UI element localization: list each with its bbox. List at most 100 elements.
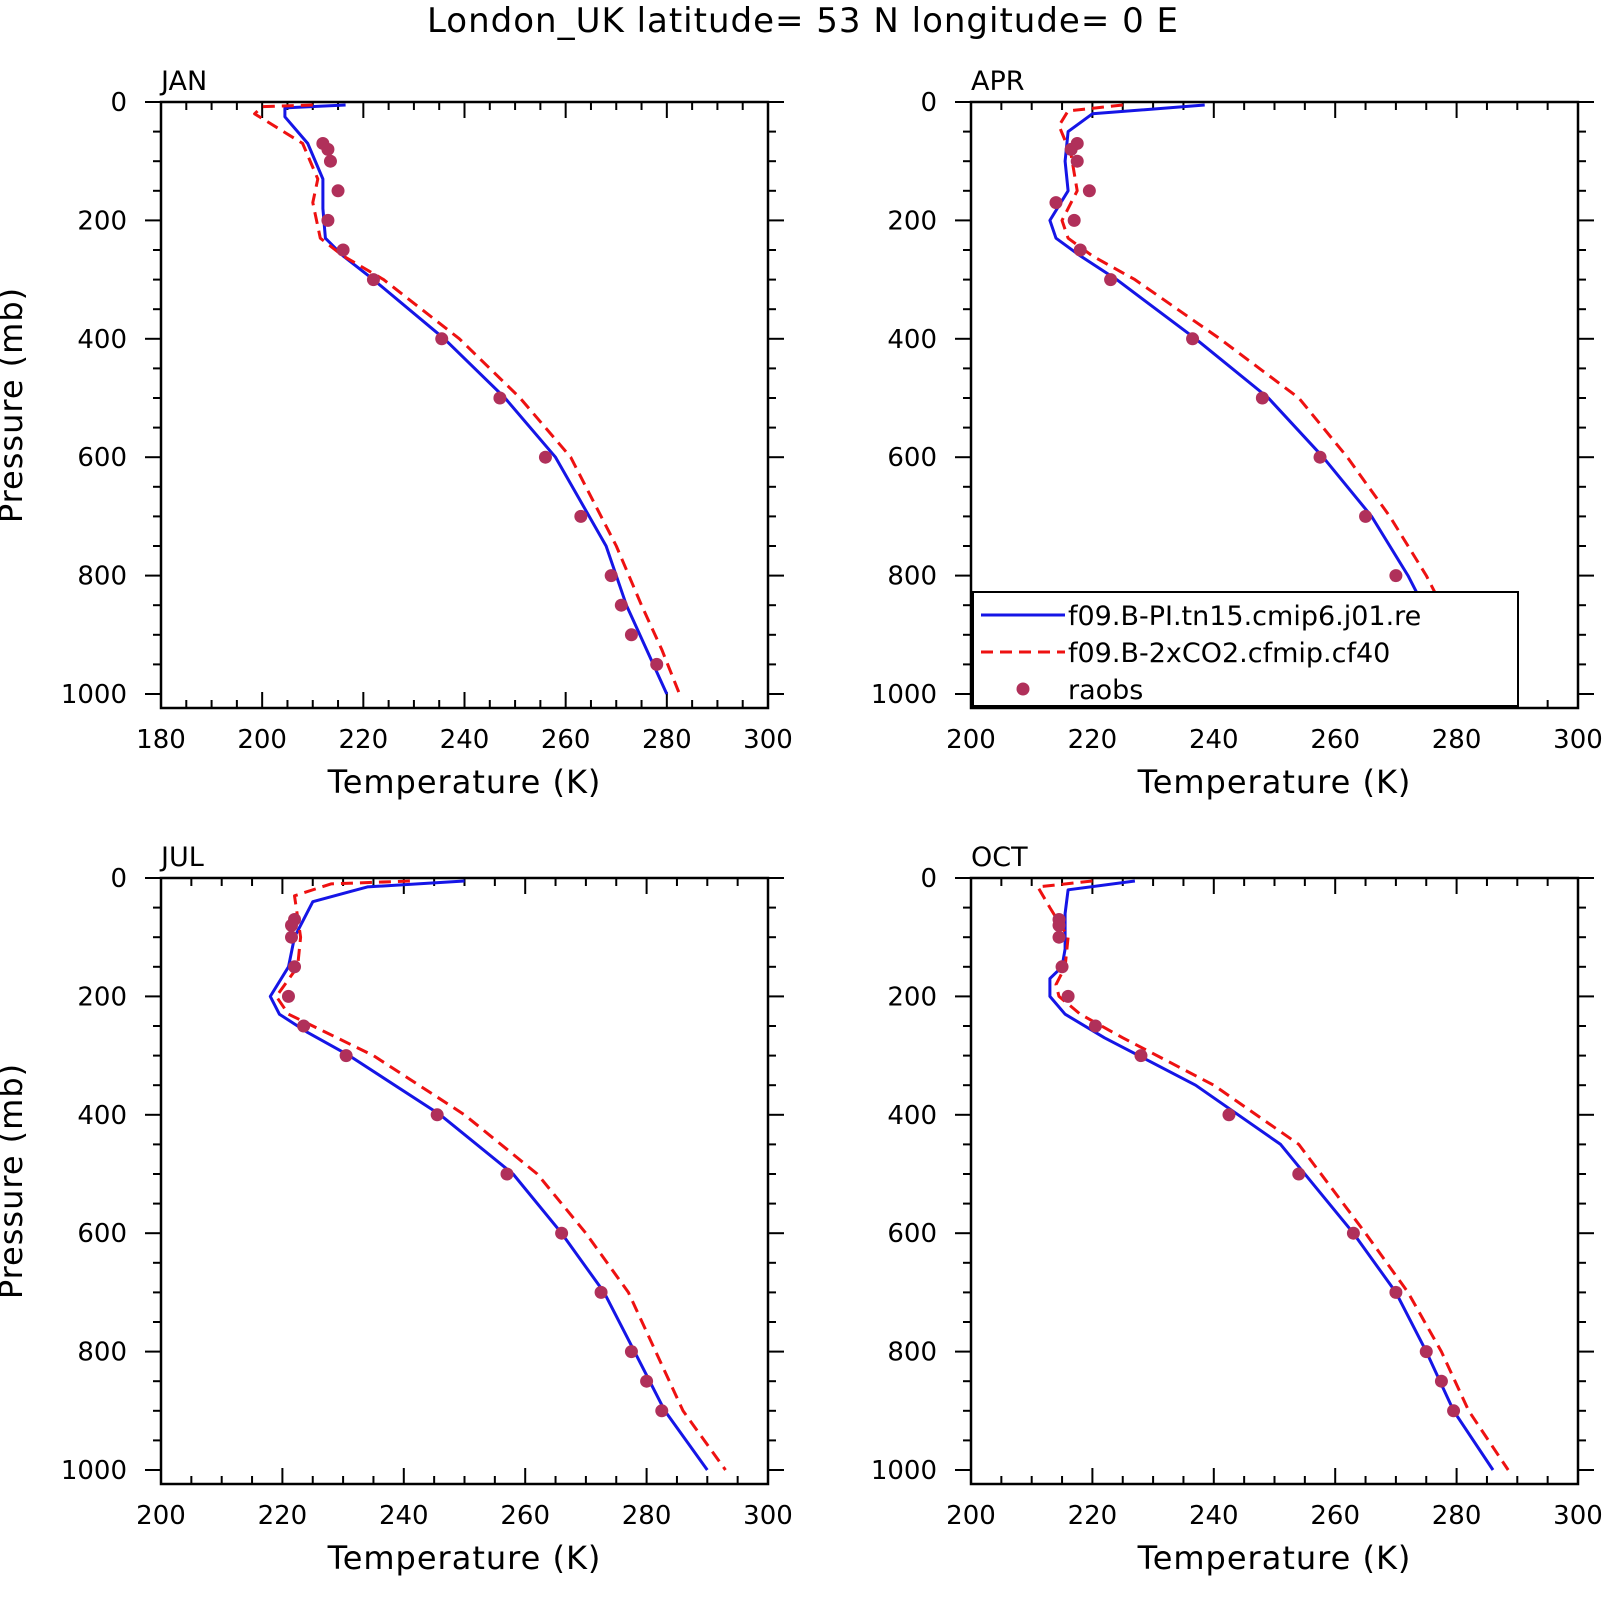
- y-axis-title: Pressure (mb): [0, 1063, 30, 1299]
- raobs-point: [1073, 243, 1087, 257]
- series-2xco2-line: [253, 103, 681, 695]
- raobs-point: [1346, 1226, 1360, 1240]
- raobs-point: [655, 1404, 669, 1418]
- raobs-point: [624, 628, 638, 642]
- x-tick-label: 280: [1432, 1501, 1482, 1531]
- x-tick-label: 260: [1310, 1501, 1360, 1531]
- x-tick-label: 220: [339, 725, 389, 755]
- y-tick-label: 800: [887, 1338, 937, 1368]
- y-tick-label: 600: [77, 1219, 127, 1249]
- raobs-point: [1052, 930, 1066, 944]
- raobs-point: [1419, 1345, 1433, 1359]
- raobs-point: [366, 273, 380, 287]
- series-2xco2-line: [1057, 103, 1489, 695]
- raobs-point: [1222, 1108, 1236, 1122]
- raobs-point: [1082, 184, 1096, 198]
- panels: JAN 0 200 400 600 800 1000 180 200 220 240 260 280 30…: [0, 66, 1603, 1577]
- raobs-point: [285, 930, 299, 944]
- y-tick-label: 200: [887, 982, 937, 1012]
- raobs-point: [1447, 1404, 1461, 1418]
- raobs-point: [435, 332, 449, 346]
- raobs-point: [493, 391, 507, 405]
- y-tick-label: 800: [887, 562, 937, 592]
- legend: f09.B-PI.tn15.cmip6.j01.re f09.B-2xCO2.cf…: [972, 591, 1519, 707]
- y-tick-label: 400: [77, 325, 127, 355]
- y-tick-label: 600: [887, 1219, 937, 1249]
- raobs-point: [1389, 1285, 1403, 1299]
- raobs-point: [500, 1167, 514, 1181]
- raobs-point: [1359, 509, 1373, 523]
- raobs-point: [1134, 1049, 1148, 1063]
- y-tick-label: 1000: [871, 680, 937, 710]
- y-tick-label: 200: [887, 206, 937, 236]
- y-tick-label: 200: [77, 206, 127, 236]
- raobs-point: [594, 1285, 608, 1299]
- y-tick-label: 400: [887, 1101, 937, 1131]
- x-tick-label: 300: [743, 725, 793, 755]
- x-axis-title: Temperature (K): [1137, 763, 1412, 801]
- x-tick-label: 240: [1189, 1501, 1239, 1531]
- raobs-point: [297, 1019, 311, 1033]
- legend-box: [972, 591, 1519, 707]
- series-pi-line: [268, 879, 709, 1471]
- raobs-point: [640, 1374, 654, 1388]
- y-tick-label: 600: [887, 443, 937, 473]
- y-tick-label: 600: [77, 443, 127, 473]
- legend-entry: f09.B-PI.tn15.cmip6.j01.re: [1068, 601, 1421, 632]
- raobs-point: [1104, 273, 1118, 287]
- x-tick-label: 240: [1189, 725, 1239, 755]
- raobs-point: [331, 184, 345, 198]
- x-tick-label: 220: [1068, 1501, 1118, 1531]
- x-tick-label: 180: [136, 725, 186, 755]
- raobs-point: [1070, 154, 1084, 168]
- panel-apr: APR 0 200 400 600 800 1000 200 220 240 260 280 300 Te…: [871, 66, 1603, 801]
- raobs-point: [1088, 1019, 1102, 1033]
- y-axis-title: Pressure (mb): [0, 287, 30, 523]
- raobs-point: [1049, 196, 1063, 210]
- x-tick-label: 200: [136, 1501, 186, 1531]
- raobs-point: [1292, 1167, 1306, 1181]
- panel-label: JUL: [159, 842, 204, 873]
- panel-oct: OCT 0 200 400 600 800 1000 200 220 240 260 280 300 Te…: [871, 842, 1603, 1577]
- y-tick-label: 800: [77, 562, 127, 592]
- raobs-point: [1067, 213, 1081, 227]
- raobs-point: [614, 598, 628, 612]
- y-tick-label: 200: [77, 982, 127, 1012]
- raobs-point: [1052, 918, 1066, 932]
- y-tick-label: 1000: [871, 1456, 937, 1486]
- raobs-point: [650, 657, 664, 671]
- x-tick-label: 300: [1553, 1501, 1603, 1531]
- x-tick-label: 240: [440, 725, 490, 755]
- panel-jul: JUL 0 200 400 600 800 1000 200 220 240 260 280 300 Te…: [0, 842, 793, 1577]
- raobs-point: [321, 142, 335, 156]
- x-tick-label: 280: [622, 1501, 672, 1531]
- y-tick-label: 1000: [61, 1456, 127, 1486]
- x-axis-title: Temperature (K): [1137, 1539, 1412, 1577]
- raobs-point: [285, 918, 299, 932]
- legend-entry: raobs: [1068, 675, 1143, 706]
- y-tick-label: 400: [887, 325, 937, 355]
- x-tick-label: 300: [1553, 725, 1603, 755]
- legend-raobs-marker: [1016, 682, 1030, 696]
- x-tick-label: 280: [1432, 725, 1482, 755]
- y-tick-label: 400: [77, 1101, 127, 1131]
- raobs-point: [1064, 142, 1078, 156]
- raobs-point: [336, 243, 350, 257]
- raobs-point: [1255, 391, 1269, 405]
- raobs-point: [281, 989, 295, 1003]
- raobs-point: [321, 213, 335, 227]
- y-tick-label: 1000: [61, 680, 127, 710]
- x-tick-label: 260: [500, 1501, 550, 1531]
- x-tick-label: 200: [946, 725, 996, 755]
- panel-jan: JAN 0 200 400 600 800 1000 180 200 220 240 260 280 30…: [0, 66, 793, 801]
- x-tick-label: 220: [258, 1501, 308, 1531]
- series-pi-line: [1048, 879, 1495, 1471]
- raobs-point: [1434, 1374, 1448, 1388]
- raobs-point: [430, 1108, 444, 1122]
- raobs-point: [624, 1345, 638, 1359]
- x-tick-label: 240: [379, 1501, 429, 1531]
- panel-label: APR: [971, 66, 1025, 97]
- x-tick-label: 260: [541, 725, 591, 755]
- x-tick-label: 200: [946, 1501, 996, 1531]
- raobs-point: [1055, 960, 1069, 974]
